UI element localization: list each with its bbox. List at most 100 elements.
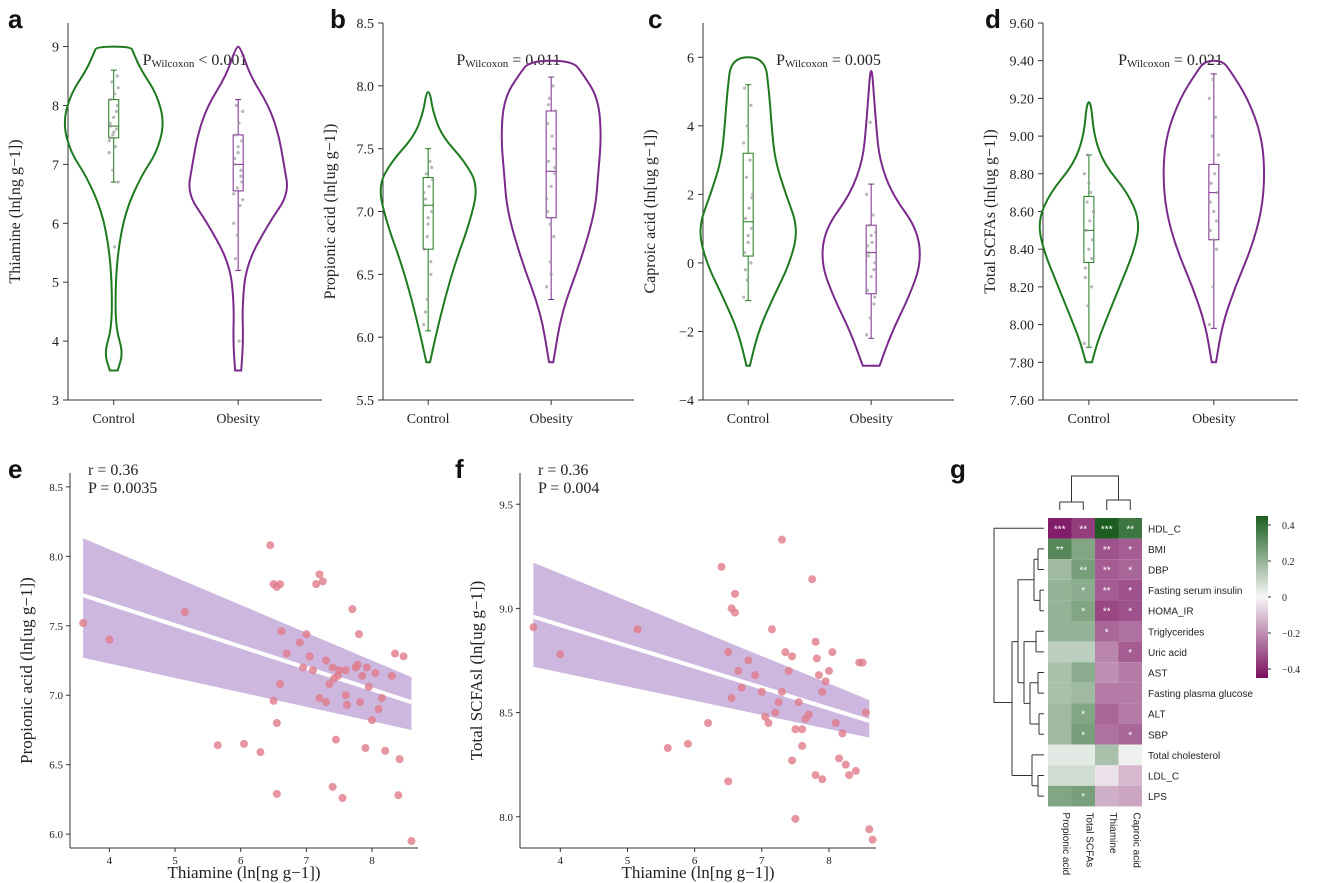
data-point <box>425 235 429 239</box>
colorbar-tick-label: −0.4 <box>1282 665 1300 676</box>
scatter-point <box>341 666 350 675</box>
significance-star: ** <box>1079 566 1087 577</box>
y-tick-label: 7.0 <box>49 690 63 702</box>
scatter-point <box>276 680 285 689</box>
data-point <box>1212 209 1216 214</box>
data-point <box>547 96 551 100</box>
data-point <box>239 168 243 172</box>
data-point <box>232 162 237 166</box>
box-iqr <box>865 224 877 295</box>
heatmap-cell <box>1095 621 1119 642</box>
data-point <box>235 186 239 190</box>
box-iqr <box>1083 195 1095 263</box>
scatter-point <box>322 656 331 665</box>
data-point <box>552 147 556 151</box>
scatter-point <box>338 794 347 802</box>
data-point <box>546 159 551 163</box>
scatter-point <box>835 754 844 763</box>
y-tick-label: 9.40 <box>1010 55 1035 70</box>
data-point <box>870 240 874 244</box>
violin-shape-obesity <box>1162 59 1266 364</box>
heatmap-cell <box>1118 538 1142 560</box>
category-label: Obesity <box>529 412 573 427</box>
regression-line <box>532 614 870 723</box>
data-point <box>232 221 236 225</box>
scatter-point <box>308 666 317 675</box>
violin-panel-a: 3 4 5 6 7 8 9 Thiamine (ln[ng g−1]) PWilcoxon < … <box>7 23 322 427</box>
data-point <box>865 288 870 292</box>
y-tick-label: 5.5 <box>357 394 375 409</box>
scatter-point <box>335 666 344 675</box>
scatter-point <box>818 775 827 784</box>
y-tick-label: 7.60 <box>1010 394 1035 409</box>
data-point <box>745 124 749 128</box>
y-tick-label: 8.5 <box>499 708 513 720</box>
data-point <box>1083 275 1087 280</box>
scatter-point <box>781 648 790 657</box>
y-tick-label: 6.0 <box>49 829 63 841</box>
scatter-point <box>180 607 189 616</box>
data-point <box>423 197 428 201</box>
significance-star: * <box>1081 607 1085 618</box>
significance-star: * <box>1081 586 1085 597</box>
heatmap-cell <box>1071 538 1095 560</box>
row-label: Triglycerides <box>1148 627 1204 638</box>
data-point <box>872 302 876 306</box>
y-tick-label: 8.0 <box>357 80 375 95</box>
data-point <box>115 103 119 108</box>
violin-panel-c: −4 −2 0 2 4 6 Caproic acid (ln[ug g−1]) PWilcox… <box>642 23 954 427</box>
data-point <box>548 260 552 264</box>
x-tick-label: 4 <box>107 855 113 867</box>
data-point <box>109 97 113 102</box>
significance-star: *** <box>1054 524 1066 535</box>
scatter-point <box>277 627 286 636</box>
heatmap-cell <box>1048 641 1072 663</box>
data-point <box>427 184 431 188</box>
p-main: P <box>143 52 152 69</box>
heatmap-cell <box>1095 785 1119 807</box>
scatter-point <box>368 716 377 725</box>
y-tick-label: 8 <box>52 99 59 114</box>
y-tick-label: 8.5 <box>357 17 375 32</box>
p-sub: Wilcoxon <box>465 58 508 70</box>
data-point <box>426 216 430 220</box>
p-main: P <box>1118 52 1127 69</box>
p-main: P <box>456 52 465 69</box>
x-tick-label: 7 <box>759 855 765 867</box>
data-point <box>422 203 427 207</box>
y-tick-label: 9 <box>52 41 59 56</box>
data-point <box>865 333 869 337</box>
heatmap-cell <box>1048 724 1072 745</box>
x-axis-label: Thiamine (ln[ng g−1]) <box>167 863 320 882</box>
scatter-point <box>331 735 340 744</box>
scatter-point <box>105 635 114 644</box>
scatter-panel-e: 4 5 6 7 8 6.0 6.5 7.0 7.5 8.0 8.5 Thiamine (ln[ng g… <box>17 462 418 882</box>
scatter-point <box>395 755 404 764</box>
heatmap-cell <box>1118 559 1142 580</box>
significance-star: * <box>1081 710 1085 721</box>
scatter-point <box>777 687 786 696</box>
y-tick-label: 5 <box>52 276 59 291</box>
scatter-point <box>734 666 743 675</box>
data-point <box>428 159 432 163</box>
data-point <box>545 197 549 201</box>
data-point <box>1090 285 1094 289</box>
heatmap-cell <box>1071 579 1095 601</box>
scatter-point <box>865 825 874 834</box>
data-point <box>1216 153 1220 157</box>
row-label: LPS <box>1148 792 1167 803</box>
data-point <box>238 204 242 208</box>
data-point <box>742 86 747 90</box>
significance-star: ** <box>1103 607 1111 618</box>
y-tick-label: 8.40 <box>1010 243 1035 258</box>
box-iqr <box>232 134 244 192</box>
data-point <box>746 233 750 238</box>
data-point <box>550 134 554 138</box>
scatter-point <box>341 691 350 700</box>
heatmap-cell <box>1118 703 1142 724</box>
data-point <box>750 196 754 200</box>
panel-letter-g: g <box>950 454 966 484</box>
data-point <box>873 295 877 299</box>
data-point <box>748 158 752 162</box>
colorbar-tick-label: −0.2 <box>1282 629 1300 640</box>
